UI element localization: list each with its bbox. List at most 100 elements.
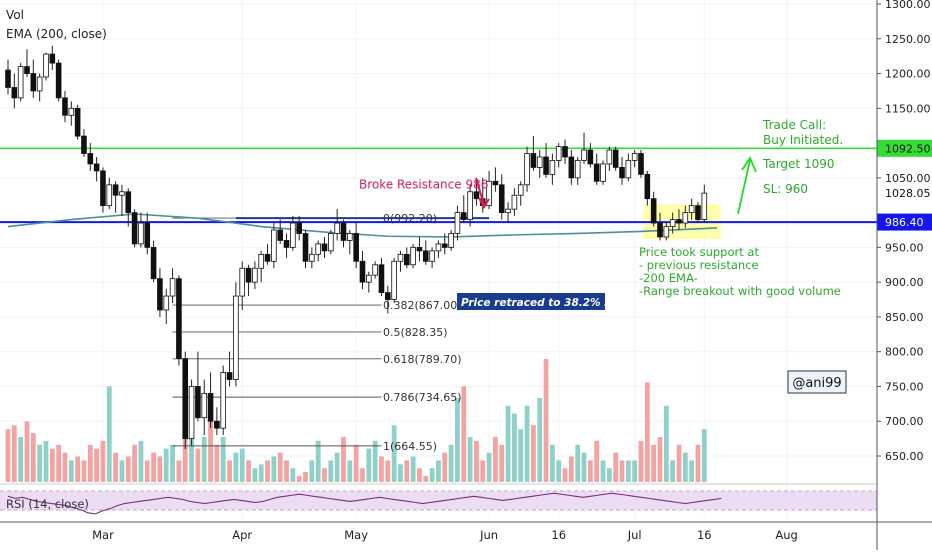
candle-body [125,191,132,214]
x-tick-label-4: 16 [551,528,566,542]
volume-bar [493,437,498,482]
x-tick-label-5: Jul [627,528,642,542]
volume-bar [87,444,93,482]
volume-bar [398,464,403,482]
candle-body [403,253,410,266]
candle-body [600,163,606,182]
y-tick-label-4: 1050.00 [885,172,931,185]
trade-call-label: Trade Call: [762,118,826,132]
candle-body [587,149,594,165]
ema-legend: EMA (200, close) [6,27,107,41]
candle-body [163,295,170,311]
candle-body [378,264,385,293]
volume-bar [106,386,112,482]
candle-body [688,205,695,214]
volume-bar [43,440,49,482]
volume-bar [208,405,213,482]
candle-body [11,87,18,99]
volume-bar [505,405,511,482]
volume-bar [144,460,150,482]
volume-bar [512,413,517,482]
candle-body [606,149,613,165]
volume-bar [296,476,302,482]
y-tick-label-5: 950.00 [885,241,924,254]
volume-bar [625,460,631,482]
candle-body [226,372,233,380]
volume-bar [436,460,441,482]
volume-bar [265,460,270,482]
volume-bar [328,460,334,482]
candle-body [214,420,220,429]
candle-body [638,153,644,175]
candle-body [505,208,511,214]
volume-bar [530,425,536,482]
candle-body [562,146,568,158]
candle-body [340,222,347,241]
candle-body [619,167,625,179]
candle-body [460,212,467,220]
volume-bar [518,429,524,482]
volume-bar [170,444,175,482]
volume-bar [663,405,669,482]
volume-bar [632,460,638,482]
candle-body [669,219,676,227]
candle-body [663,226,670,238]
volume-bar [676,444,682,482]
rsi-legend: RSI (14, close) [6,497,89,511]
volume-bar [689,460,695,482]
volume-bars [5,359,707,482]
candle-body [328,233,334,252]
candle-body [676,219,682,224]
volume-bar [94,448,100,482]
volume-bar [600,460,606,482]
candle-body [36,76,43,92]
volume-bar [562,468,568,482]
volume-bar [638,440,644,482]
volume-bar [613,452,619,482]
candle-body [695,205,701,220]
volume-bar [18,437,24,482]
volume-bar [448,444,454,482]
volume-bar [252,468,258,482]
volume-bar [81,460,87,482]
candle-body [530,153,537,168]
x-tick-label-2: May [344,528,368,542]
volume-bar [201,437,207,482]
volume-bar [239,448,245,482]
volume-bar [549,444,555,482]
candle-body [321,243,328,252]
volume-bar [467,437,473,482]
author-box [787,370,847,394]
volume-bar [157,456,163,482]
volume-bar [5,429,11,482]
author-label: @ani99 [792,376,841,391]
volume-bar [695,444,701,482]
volume-bar [347,460,353,482]
volume-bar [119,460,125,482]
volume-bar [284,460,289,482]
candle-body [625,160,632,179]
candle-body [473,191,480,200]
green-arrow [737,156,757,215]
volume-bar [556,460,562,482]
volume-bar [151,452,156,482]
candle-body [682,212,689,224]
candle-body [68,107,75,116]
support-note-line-0: Price took support at [639,245,759,259]
candle-body [359,260,366,283]
candle-body [701,192,708,220]
volume-bar [37,444,43,482]
x-tick-label-6: 16 [697,528,712,542]
candle-body [429,250,435,262]
candle-body [524,153,530,186]
volume-bar [682,452,688,482]
stoploss-label: SL: 960 [763,182,808,196]
candle-body [264,253,271,262]
volume-bar [75,456,81,482]
rsi-band [0,491,877,510]
candle-body [296,222,302,234]
candle-body [448,233,454,248]
candle-body [207,393,214,422]
candle-body [290,222,296,248]
